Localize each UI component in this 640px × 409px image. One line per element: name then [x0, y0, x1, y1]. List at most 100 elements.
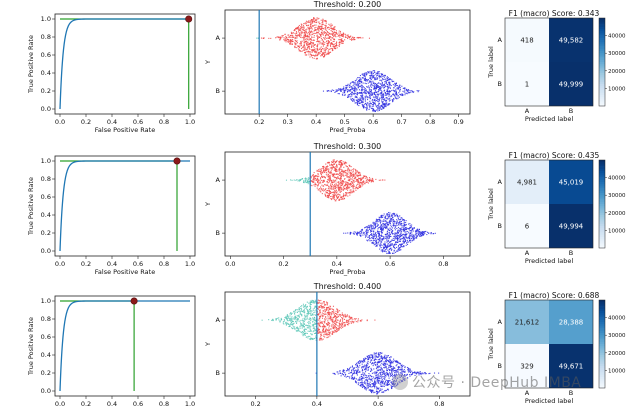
swarm-point-A	[315, 29, 317, 31]
swarm-point-A	[314, 43, 316, 46]
swarm-point-A	[300, 42, 302, 44]
swarm-point-B	[365, 108, 368, 110]
swarm-point-B	[371, 225, 373, 227]
swarm-point-B	[349, 84, 351, 86]
swarm-point-B	[379, 237, 381, 239]
swarm-point-B	[374, 221, 376, 224]
swarm-point-A	[334, 26, 336, 28]
cm-colorbar-tick-label: 40000	[608, 176, 626, 182]
swarm-point-B	[361, 229, 363, 231]
swarm-point-B	[386, 244, 389, 246]
swarm-point-B	[371, 100, 373, 102]
swarm-point-B	[374, 228, 376, 230]
swarm-point-A	[295, 35, 298, 37]
swarm-point-B	[378, 82, 380, 84]
swarm-point-A	[334, 174, 336, 176]
swarm-point-B	[418, 371, 420, 373]
swarm-point-B	[402, 240, 404, 242]
swarm-point-A	[319, 302, 321, 304]
swarm-point-A	[339, 42, 341, 44]
swarm-point-A	[329, 51, 332, 53]
swarm-point-B	[372, 108, 375, 111]
swarm-xtick-label: 0.7	[396, 118, 406, 126]
swarm-point-A	[310, 310, 312, 312]
swarm-point-A	[369, 178, 371, 180]
swarm-point-B	[402, 228, 404, 230]
swarm-point-A	[351, 39, 353, 41]
swarm-point-B	[360, 84, 362, 86]
swarm-point-B	[392, 229, 394, 232]
swarm-point-B	[360, 235, 362, 237]
swarm-point-A	[287, 41, 289, 43]
swarm-point-A	[319, 309, 321, 311]
swarm-point-A	[261, 319, 263, 321]
swarm-point-A	[304, 332, 306, 334]
swarm-point-A	[340, 165, 342, 167]
swarm-point-A	[329, 178, 331, 180]
swarm-point-A	[296, 37, 298, 39]
swarm-point-A	[339, 187, 341, 190]
swarm-point-B	[378, 108, 380, 110]
swarm-point-A	[308, 46, 310, 48]
swarm-point-A	[288, 34, 290, 36]
swarm-point-B	[387, 98, 389, 100]
swarm-point-A	[345, 316, 347, 318]
swarm-point-A	[277, 317, 279, 319]
cm-title: F1 (macro) Score: 0.435	[509, 151, 600, 160]
swarm-point-A	[382, 179, 384, 181]
swarm-point-A	[322, 310, 324, 312]
swarm-point-A	[306, 336, 308, 338]
swarm-point-B	[408, 237, 410, 240]
swarm-point-B	[342, 94, 344, 96]
swarm-point-A	[347, 182, 349, 184]
swarm-point-A	[329, 195, 331, 198]
cm-ylabel: True label	[487, 46, 495, 79]
swarm-point-B	[372, 390, 374, 392]
roc-ylabel: True Positive Rate	[27, 317, 35, 376]
roc-axes-frame	[54, 13, 196, 115]
swarm-point-A	[335, 168, 337, 170]
swarm-point-A	[296, 326, 298, 328]
swarm-point-A	[321, 39, 323, 41]
swarm-point-A	[300, 45, 302, 47]
swarm-point-A	[311, 21, 314, 23]
swarm-point-B	[404, 87, 406, 89]
swarm-point-B	[354, 96, 356, 98]
swarm-point-B	[359, 379, 361, 381]
swarm-point-A	[312, 325, 314, 327]
swarm-point-B	[361, 88, 363, 90]
swarm-point-B	[398, 96, 400, 98]
swarm-point-B	[343, 91, 345, 94]
cm-colorbar-segment	[599, 201, 605, 205]
cm-colorbar-segment	[599, 219, 605, 222]
swarm-point-A	[327, 173, 329, 175]
swarm-point-A	[304, 40, 306, 42]
swarm-point-A	[354, 178, 356, 180]
swarm-point-B	[362, 105, 364, 107]
swarm-point-A	[325, 169, 327, 172]
roc-xtick-label: 1.0	[185, 400, 195, 408]
swarm-point-B	[376, 223, 378, 225]
swarm-point-B	[364, 380, 366, 382]
swarm-point-A	[322, 170, 325, 172]
swarm-point-A	[333, 180, 335, 182]
swarm-point-B	[388, 216, 390, 218]
swarm-point-A	[344, 163, 346, 165]
swarm-point-A	[326, 180, 328, 182]
swarm-point-B	[370, 231, 372, 233]
swarm-point-A	[361, 177, 363, 179]
swarm-point-B	[363, 78, 366, 80]
swarm-point-B	[404, 370, 406, 372]
swarm-point-A	[320, 28, 322, 31]
swarm-point-A	[348, 184, 350, 186]
swarm-point-A	[290, 40, 292, 42]
swarm-point-B	[327, 90, 329, 92]
swarm-point-B	[359, 370, 361, 372]
swarm-point-A	[359, 172, 361, 174]
swarm-point-B	[360, 92, 362, 94]
swarm-point-A	[349, 165, 351, 167]
swarm-point-B	[407, 91, 409, 93]
swarm-point-B	[417, 232, 419, 234]
swarm-point-A	[306, 36, 308, 38]
swarm-point-B	[432, 233, 434, 235]
